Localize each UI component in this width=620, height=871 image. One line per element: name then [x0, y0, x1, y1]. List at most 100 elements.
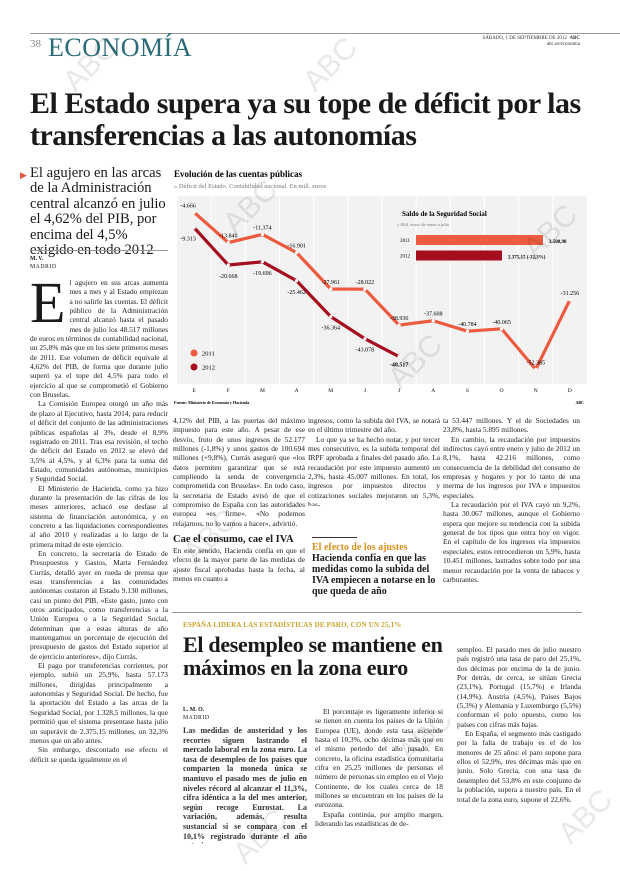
divider	[30, 250, 168, 251]
main-headline: El Estado supera ya su tope de déficit p…	[30, 87, 581, 152]
arrow-icon: ▶	[20, 170, 27, 180]
paragraph: 4,12% del PIB, a las puertas del máximo …	[173, 416, 305, 528]
data-label: -27.961	[322, 280, 341, 286]
data-label: -48.517	[390, 363, 409, 369]
paragraph: Lo que ya se ha hecho notar, y por terce…	[308, 434, 440, 506]
header-rule	[30, 33, 620, 34]
month-tick-label: M	[260, 388, 265, 394]
paragraph: En cambio, la recaudación por impuestos …	[443, 434, 580, 500]
second-byline: L. M. O. MADRID	[183, 706, 210, 722]
data-label: -19.696	[253, 271, 272, 277]
month-tick-label: A	[295, 388, 299, 394]
data-label: -43.078	[356, 348, 375, 354]
data-point	[329, 287, 333, 291]
author: M. V.	[30, 256, 44, 262]
data-point	[534, 367, 538, 371]
data-point	[226, 263, 230, 267]
data-point	[431, 319, 435, 323]
deficit-chart: Evolución de las cuentas públicas » Défic…	[174, 169, 587, 405]
paragraph: En España, el segmento más castigado por…	[457, 729, 581, 804]
data-point	[294, 279, 299, 283]
inset-category: 2012	[400, 255, 411, 260]
main-subhead: ▶ El agujero en las arcas de la Administ…	[20, 165, 170, 259]
data-point	[294, 251, 299, 255]
paragraph: La Comisión Europea otorgó un año más de…	[30, 399, 168, 484]
inset-value: 3.508,98	[549, 240, 567, 245]
second-headline: El desempleo se mantiene en máximos en l…	[183, 632, 443, 680]
data-point	[363, 337, 367, 341]
data-label: -40.784	[458, 322, 477, 328]
data-label: -40.065	[492, 320, 511, 326]
paragraph: ingresos, como la subida del IVA, se not…	[308, 416, 440, 435]
city: MADRID	[183, 715, 210, 721]
data-point	[568, 298, 572, 302]
pull-quote-label: El efecto de los ajustes	[312, 542, 408, 553]
data-point	[192, 210, 196, 214]
month-tick-label: S	[466, 388, 469, 394]
paragraph: El porcentaje es ligeramente inferior si…	[315, 707, 443, 810]
data-label: -38.936	[390, 316, 409, 322]
legend-swatch-2011	[190, 349, 198, 357]
paragraph: El Ministerio de Hacienda, como ya hizo …	[30, 483, 168, 549]
inset-bar-2012	[416, 250, 502, 261]
data-label: -52.385	[527, 360, 546, 366]
pull-quote-text: Hacienda confía en que las medidas como …	[312, 553, 436, 597]
data-label: -28.022	[356, 280, 375, 286]
inset-bar-2011	[416, 235, 543, 245]
byline: M. V. MADRID	[30, 255, 57, 271]
paragraph: ta 53.447 millones. Y el de Sociedades u…	[443, 416, 580, 435]
quote-rule	[312, 537, 357, 538]
data-label: -13.840	[219, 234, 238, 240]
legend-swatch-2012	[190, 363, 198, 371]
paragraph: sempleo. El pasado mes de julio nuestro …	[457, 645, 581, 729]
chart-title: Evolución de las cuentas públicas	[174, 169, 303, 179]
city: MADRID	[30, 264, 57, 270]
data-point	[260, 260, 265, 264]
inset-subtitle: » Mill. euros de enero a julio	[397, 222, 450, 227]
inset-value: 2.375,15 (-32,3%)	[508, 256, 546, 261]
data-point	[397, 323, 401, 327]
chart-subtitle: » Déficit del Estado. Contabilidad nacio…	[174, 183, 327, 190]
month-tick-label: D	[568, 388, 572, 394]
data-label: -4.666	[180, 203, 196, 209]
paragraph: Sin embargo, descontado ese efecto el dé…	[30, 745, 168, 764]
month-tick-label: M	[328, 388, 333, 394]
subhead-text: El agujero en las arcas de la Administra…	[30, 165, 166, 259]
data-point	[260, 232, 265, 237]
main-col-3: ingresos, como la subida del IVA, se not…	[308, 416, 440, 506]
section-subhead: Cae el consumo, cae el IVA	[173, 534, 294, 546]
paragraph: El pago por transferencias corrientes, p…	[30, 661, 168, 745]
main-col-2: 4,12% del PIB, a las puertas del máximo …	[173, 416, 305, 591]
month-tick-label: O	[500, 388, 504, 394]
inset-category: 2011	[400, 239, 410, 244]
month-tick-label: F	[227, 388, 230, 394]
data-point	[499, 327, 504, 331]
month-tick-label: J	[364, 388, 367, 394]
data-label: -37.608	[424, 312, 443, 318]
page-number: 38	[30, 38, 41, 50]
data-label: -20.668	[219, 274, 238, 280]
paragraph: La recaudación por el IVA cayó un 9,2%, …	[443, 500, 580, 584]
second-col-1: Las medidas de austeridad y los recortes…	[183, 726, 307, 844]
paragraph: En concreto, la secretaria de Estado de …	[30, 548, 168, 661]
inset-title: Saldo de la Seguridad Social	[402, 210, 487, 218]
data-point	[329, 315, 333, 319]
second-kicker: ESPAÑA LIDERA LAS ESTADÍSTICAS DE PARO, …	[183, 621, 402, 629]
data-point	[226, 240, 230, 245]
legend-label: 2011	[202, 351, 215, 358]
section-title: ECONOMÍA	[48, 33, 193, 62]
data-label: -36.364	[322, 326, 341, 332]
data-point	[192, 226, 196, 230]
second-col-2: El porcentaje es ligeramente inferior si…	[315, 707, 443, 845]
chart-credit: ABC	[576, 400, 585, 405]
paragraph: España continúa, por amplio margen, lide…	[315, 809, 443, 829]
dateline: SÁBADO, 1 DE SEPTIEMBRE DE 2012 ABC abc.…	[470, 36, 580, 48]
series-line-2011	[193, 211, 572, 371]
paragraph: En este sentido, Hacienda confía en que …	[173, 546, 305, 584]
section-url[interactable]: abc.es/economia	[546, 42, 580, 47]
date: SÁBADO, 1 DE SEPTIEMBRE DE 2012	[482, 36, 567, 41]
data-point	[363, 287, 367, 291]
data-point	[397, 355, 401, 359]
